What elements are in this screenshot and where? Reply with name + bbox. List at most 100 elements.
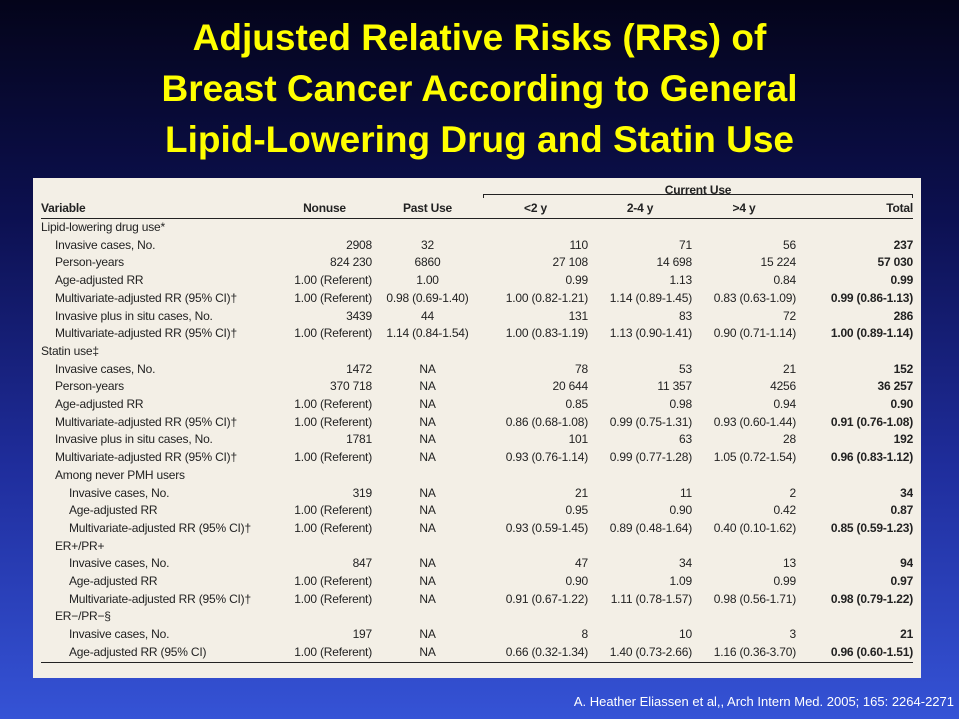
current-use-group-header: Current Use	[483, 182, 914, 198]
cell-total: 94	[900, 556, 914, 571]
cell-nonuse: 1.00 (Referent)	[294, 450, 372, 465]
table-row: Invasive cases, No. 2908 32 110 71 56 237	[41, 237, 913, 255]
slide-title: Adjusted Relative Risks (RRs) of Breast …	[0, 12, 959, 165]
group-header-row: Current Use	[41, 182, 914, 198]
cell-lt-2y: 0.85	[565, 397, 588, 412]
row-label: Age-adjusted RR	[55, 273, 144, 288]
cell-past-use: 44	[421, 308, 434, 323]
cell-gt-4y	[692, 219, 796, 237]
table-row: Age-adjusted RR 1.00 (Referent) 1.00 0.99 1.…	[41, 272, 913, 290]
cell-lt-2y: 20 644	[552, 379, 588, 394]
cell-lt-2y: 0.93 (0.76-1.14)	[505, 450, 588, 465]
cell-2-4y: 1.40 (0.73-2.66)	[588, 643, 692, 663]
row-label: Invasive plus in situ cases, No.	[55, 308, 213, 323]
cell-gt-4y: 4256	[770, 379, 796, 394]
cell-2-4y: 63	[679, 432, 692, 447]
cell-2-4y: 0.98	[669, 397, 692, 412]
cell-total	[796, 343, 913, 361]
cell-nonuse: 1781	[346, 432, 372, 447]
table-row: Age-adjusted RR 1.00 (Referent) NA 0.85 0.98…	[41, 396, 913, 414]
cell-past-use	[372, 608, 483, 626]
cell-lt-2y: 0.95	[565, 503, 588, 518]
row-label: Multivariate-adjusted RR (95% CI)†	[55, 326, 237, 341]
row-label: Age-adjusted RR	[69, 574, 158, 589]
cell-lt-2y	[483, 538, 588, 556]
cell-total	[796, 608, 913, 626]
column-header-2-4y: 2-4 y	[588, 198, 692, 219]
cell-gt-4y: 2	[789, 485, 796, 500]
cell-2-4y	[588, 219, 692, 237]
cell-gt-4y	[692, 538, 796, 556]
cell-gt-4y: 13	[783, 556, 796, 571]
table-row: Multivariate-adjusted RR (95% CI)† 1.00 (…	[41, 449, 913, 467]
row-label: Age-adjusted RR	[55, 397, 144, 412]
table-section-row: ER+/PR+	[41, 538, 913, 556]
cell-nonuse: 319	[352, 485, 372, 500]
slide-title-line-3: Lipid-Lowering Drug and Statin Use	[165, 119, 794, 160]
cell-nonuse: 1.00 (Referent)	[294, 503, 372, 518]
table-body: Lipid-lowering drug use* Invasive cases, …	[41, 219, 914, 663]
cell-2-4y: 0.99 (0.75-1.31)	[609, 414, 692, 429]
cell-lt-2y: 1.00 (0.82-1.21)	[505, 290, 588, 305]
cell-2-4y: 1.11 (0.78-1.57)	[610, 591, 692, 606]
cell-lt-2y: 131	[568, 308, 588, 323]
section-label: Lipid-lowering drug use*	[41, 220, 165, 234]
section-label: Statin use‡	[41, 343, 99, 358]
cell-nonuse: 1.00 (Referent)	[294, 273, 372, 288]
cell-past-use: NA	[419, 503, 436, 518]
cell-total	[796, 467, 913, 485]
cell-gt-4y: 1.05 (0.72-1.54)	[713, 450, 796, 465]
cell-2-4y: 10	[679, 627, 692, 642]
cell-past-use: 1.14 (0.84-1.54)	[386, 326, 469, 341]
cell-past-use	[372, 343, 483, 361]
cell-total: 0.98 (0.79-1.22)	[830, 591, 914, 606]
column-header-past-use: Past Use	[372, 198, 483, 219]
cell-gt-4y: 21	[783, 361, 796, 376]
slide-title-line-2: Breast Cancer According to General	[161, 68, 798, 109]
cell-past-use: NA	[419, 591, 436, 606]
cell-gt-4y: 3	[789, 627, 796, 642]
cell-total: 36 257	[877, 379, 914, 394]
cell-lt-2y: 0.91 (0.67-1.22)	[505, 591, 588, 606]
cell-lt-2y: 8	[581, 627, 588, 642]
cell-gt-4y: 0.40 (0.10-1.62)	[713, 520, 796, 535]
section-label: Among never PMH users	[55, 467, 185, 482]
cell-nonuse	[277, 467, 372, 485]
cell-past-use: NA	[419, 627, 436, 642]
table-row: Age-adjusted RR 1.00 (Referent) NA 0.95 0.90…	[41, 502, 913, 520]
table-row: Multivariate-adjusted RR (95% CI)† 1.00 (…	[41, 591, 913, 609]
cell-nonuse: 1.00 (Referent)	[294, 326, 372, 341]
cell-past-use: NA	[419, 432, 436, 447]
slide-title-line-1: Adjusted Relative Risks (RRs) of	[192, 17, 767, 58]
column-header-gt-4y: >4 y	[692, 198, 796, 219]
row-label: Invasive cases, No.	[69, 485, 170, 500]
cell-lt-2y: 1.00 (0.83-1.19)	[505, 326, 588, 341]
cell-past-use: 1.00	[416, 273, 439, 288]
cell-lt-2y: 0.86 (0.68-1.08)	[505, 414, 588, 429]
row-label: Multivariate-adjusted RR (95% CI)†	[69, 591, 251, 606]
cell-2-4y: 1.09	[669, 574, 692, 589]
current-use-bracket	[483, 194, 914, 198]
column-header-variable: Variable	[41, 198, 277, 219]
cell-2-4y: 0.99 (0.77-1.28)	[609, 450, 692, 465]
row-label: Person-years	[55, 255, 124, 270]
cell-past-use: NA	[419, 485, 436, 500]
cell-past-use: 0.98 (0.69-1.40)	[386, 290, 469, 305]
table-section-row: Among never PMH users	[41, 467, 913, 485]
table-row: Invasive plus in situ cases, No. 1781 NA 10…	[41, 431, 913, 449]
table-row: Invasive cases, No. 847 NA 47 34 13 94	[41, 555, 913, 573]
cell-2-4y: 83	[679, 308, 692, 323]
cell-past-use	[372, 538, 483, 556]
cell-2-4y: 11 357	[657, 379, 692, 394]
cell-gt-4y: 28	[783, 432, 796, 447]
cell-2-4y: 11	[679, 485, 692, 500]
cell-gt-4y	[692, 608, 796, 626]
cell-nonuse: 1.00 (Referent)	[294, 591, 372, 606]
cell-past-use: NA	[372, 643, 483, 663]
table-row: Multivariate-adjusted RR (95% CI)† 1.00 (…	[41, 520, 913, 538]
table-row: Person-years 370 718 NA 20 644 11 357 4256 36 …	[41, 378, 913, 396]
column-header-row: Variable Nonuse Past Use <2 y 2-4 y >4 y…	[41, 198, 914, 219]
table-section-row: Statin use‡	[41, 343, 913, 361]
cell-gt-4y	[692, 343, 796, 361]
cell-total: 0.96 (0.60-1.51)	[796, 643, 914, 663]
